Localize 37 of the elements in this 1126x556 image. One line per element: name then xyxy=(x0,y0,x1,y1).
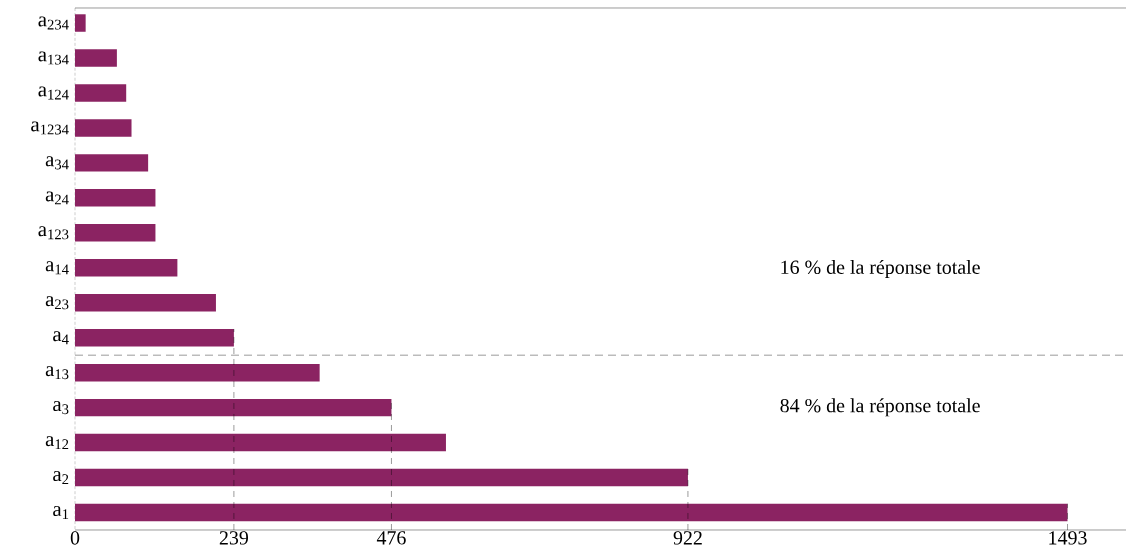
bar xyxy=(75,398,392,417)
y-tick-label: a$_{123}$ xyxy=(38,226,69,240)
bar xyxy=(75,363,320,382)
text: 0 xyxy=(70,531,80,545)
data-label: 239 xyxy=(219,531,249,545)
bar xyxy=(75,119,132,137)
y-tick-label: a$_{13}$ xyxy=(45,366,69,380)
bar xyxy=(75,189,156,207)
y-tick-label: a$_{2}$ xyxy=(53,471,69,485)
bar xyxy=(75,433,446,452)
y-tick-label: a$_{124}$ xyxy=(38,86,69,100)
y-tick-label: a$_{24}$ xyxy=(45,191,69,205)
bar xyxy=(75,328,234,347)
bar xyxy=(75,224,156,242)
y-tick-label: a$_{34}$ xyxy=(45,156,69,170)
bar xyxy=(75,259,178,277)
y-tick-label: a$_{1234}$ xyxy=(31,121,69,135)
y-tick-label: a$_{134}$ xyxy=(38,51,69,65)
bar xyxy=(75,49,117,67)
annotation: 84 % de la réponse totale xyxy=(780,398,980,417)
y-tick-label: a$_{4}$ xyxy=(53,331,69,345)
y-tick-label: a$_{14}$ xyxy=(45,261,69,275)
annotation: 16 % de la réponse totale xyxy=(781,259,980,279)
data-label: 476 xyxy=(376,531,406,545)
y-tick-label: a$_{1}$ xyxy=(53,506,69,519)
data-label: 1493 xyxy=(1049,531,1087,545)
bar xyxy=(75,154,149,172)
bar xyxy=(75,468,688,487)
bar xyxy=(75,503,1068,522)
bar xyxy=(75,293,216,312)
data-label: 922 xyxy=(673,531,702,545)
bar xyxy=(75,14,86,32)
y-tick-label: a$_{23}$ xyxy=(45,296,69,310)
y-tick-label: a$_{3}$ xyxy=(53,401,69,415)
y-tick-label: a$_{12}$ xyxy=(45,436,69,450)
bar xyxy=(75,84,127,102)
y-tick-label: a$_{234}$ xyxy=(38,16,69,30)
